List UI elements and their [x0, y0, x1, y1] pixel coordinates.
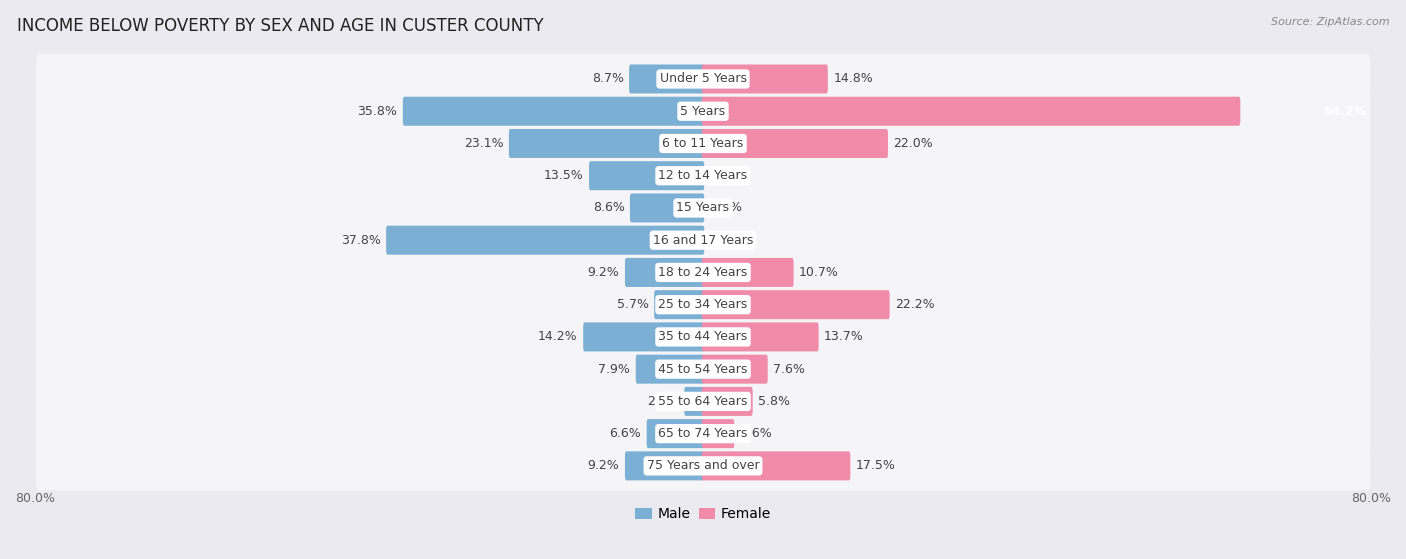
- Text: 22.2%: 22.2%: [896, 298, 935, 311]
- FancyBboxPatch shape: [702, 387, 752, 416]
- Text: 75 Years and over: 75 Years and over: [647, 459, 759, 472]
- Text: 35.8%: 35.8%: [357, 105, 398, 118]
- Text: 64.2%: 64.2%: [1323, 105, 1367, 118]
- FancyBboxPatch shape: [654, 290, 704, 319]
- Text: 55 to 64 Years: 55 to 64 Years: [658, 395, 748, 408]
- FancyBboxPatch shape: [35, 151, 1371, 201]
- FancyBboxPatch shape: [35, 248, 1371, 297]
- FancyBboxPatch shape: [509, 129, 704, 158]
- Text: 45 to 54 Years: 45 to 54 Years: [658, 363, 748, 376]
- Text: 2.1%: 2.1%: [647, 395, 679, 408]
- Text: 17.5%: 17.5%: [856, 459, 896, 472]
- Text: 16 and 17 Years: 16 and 17 Years: [652, 234, 754, 247]
- FancyBboxPatch shape: [35, 441, 1371, 491]
- FancyBboxPatch shape: [35, 312, 1371, 362]
- FancyBboxPatch shape: [35, 87, 1371, 136]
- Text: 0.0%: 0.0%: [710, 234, 742, 247]
- FancyBboxPatch shape: [35, 119, 1371, 168]
- FancyBboxPatch shape: [702, 354, 768, 383]
- Text: 13.5%: 13.5%: [544, 169, 583, 182]
- FancyBboxPatch shape: [402, 97, 704, 126]
- Text: 9.2%: 9.2%: [588, 459, 620, 472]
- FancyBboxPatch shape: [35, 215, 1371, 265]
- Text: 5 Years: 5 Years: [681, 105, 725, 118]
- Text: Source: ZipAtlas.com: Source: ZipAtlas.com: [1271, 17, 1389, 27]
- Text: 23.1%: 23.1%: [464, 137, 503, 150]
- Text: 15 Years: 15 Years: [676, 201, 730, 215]
- FancyBboxPatch shape: [702, 129, 889, 158]
- FancyBboxPatch shape: [583, 323, 704, 352]
- FancyBboxPatch shape: [630, 193, 704, 222]
- FancyBboxPatch shape: [636, 354, 704, 383]
- Text: Under 5 Years: Under 5 Years: [659, 73, 747, 86]
- Text: 6 to 11 Years: 6 to 11 Years: [662, 137, 744, 150]
- Text: 9.2%: 9.2%: [588, 266, 620, 279]
- Text: 0.0%: 0.0%: [710, 201, 742, 215]
- FancyBboxPatch shape: [624, 258, 704, 287]
- Text: 22.0%: 22.0%: [893, 137, 934, 150]
- Text: 5.7%: 5.7%: [617, 298, 648, 311]
- Text: 14.8%: 14.8%: [834, 73, 873, 86]
- FancyBboxPatch shape: [702, 419, 734, 448]
- FancyBboxPatch shape: [35, 377, 1371, 426]
- FancyBboxPatch shape: [647, 419, 704, 448]
- FancyBboxPatch shape: [702, 97, 1240, 126]
- Text: 5.8%: 5.8%: [758, 395, 790, 408]
- Text: 37.8%: 37.8%: [340, 234, 381, 247]
- FancyBboxPatch shape: [387, 226, 704, 255]
- Text: 7.9%: 7.9%: [599, 363, 630, 376]
- FancyBboxPatch shape: [702, 258, 793, 287]
- Text: 8.6%: 8.6%: [593, 201, 624, 215]
- Text: 65 to 74 Years: 65 to 74 Years: [658, 427, 748, 440]
- Text: 35 to 44 Years: 35 to 44 Years: [658, 330, 748, 343]
- FancyBboxPatch shape: [628, 64, 704, 93]
- Text: 0.0%: 0.0%: [710, 169, 742, 182]
- FancyBboxPatch shape: [35, 409, 1371, 458]
- FancyBboxPatch shape: [35, 54, 1371, 104]
- Text: 12 to 14 Years: 12 to 14 Years: [658, 169, 748, 182]
- Text: 6.6%: 6.6%: [609, 427, 641, 440]
- FancyBboxPatch shape: [35, 344, 1371, 394]
- FancyBboxPatch shape: [589, 161, 704, 190]
- Text: 10.7%: 10.7%: [799, 266, 839, 279]
- FancyBboxPatch shape: [35, 183, 1371, 233]
- Text: 7.6%: 7.6%: [773, 363, 806, 376]
- Text: INCOME BELOW POVERTY BY SEX AND AGE IN CUSTER COUNTY: INCOME BELOW POVERTY BY SEX AND AGE IN C…: [17, 17, 544, 35]
- Text: 13.7%: 13.7%: [824, 330, 863, 343]
- FancyBboxPatch shape: [702, 290, 890, 319]
- Legend: Male, Female: Male, Female: [630, 502, 776, 527]
- Text: 14.2%: 14.2%: [538, 330, 578, 343]
- Text: 18 to 24 Years: 18 to 24 Years: [658, 266, 748, 279]
- FancyBboxPatch shape: [702, 323, 818, 352]
- FancyBboxPatch shape: [702, 64, 828, 93]
- Text: 8.7%: 8.7%: [592, 73, 624, 86]
- Text: 25 to 34 Years: 25 to 34 Years: [658, 298, 748, 311]
- Text: 3.6%: 3.6%: [740, 427, 772, 440]
- FancyBboxPatch shape: [35, 280, 1371, 329]
- FancyBboxPatch shape: [702, 451, 851, 480]
- FancyBboxPatch shape: [685, 387, 704, 416]
- FancyBboxPatch shape: [624, 451, 704, 480]
